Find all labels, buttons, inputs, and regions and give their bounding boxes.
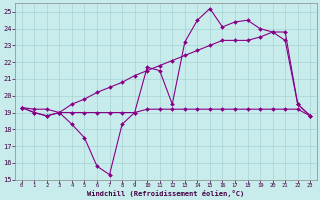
X-axis label: Windchill (Refroidissement éolien,°C): Windchill (Refroidissement éolien,°C): [87, 190, 244, 197]
